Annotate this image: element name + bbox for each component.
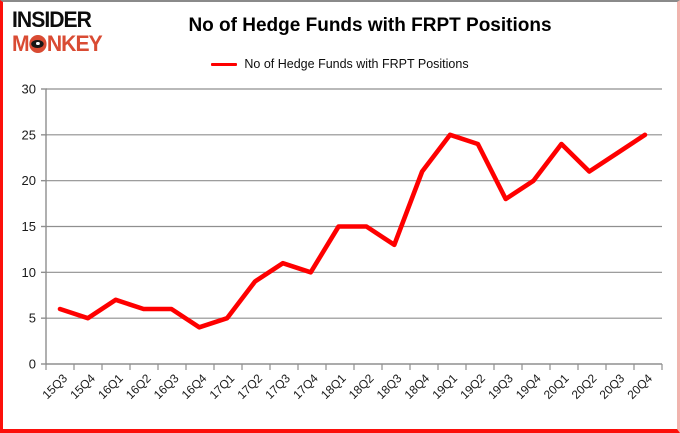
x-axis-label: 15Q3 xyxy=(39,371,70,402)
x-axis-label: 19Q4 xyxy=(513,371,544,402)
y-axis-label: 25 xyxy=(22,127,36,142)
logo-monkey-nkey: NKEY xyxy=(46,31,103,56)
x-axis-label: 19Q1 xyxy=(429,371,460,402)
series-line xyxy=(57,132,648,330)
x-axis-label: 20Q2 xyxy=(569,371,600,402)
logo-monkey-m: M xyxy=(12,31,30,56)
x-axis-label: 18Q2 xyxy=(346,371,377,402)
x-axis-label: 20Q4 xyxy=(624,371,655,402)
x-axis-label: 18Q4 xyxy=(402,371,433,402)
x-axis-label: 16Q4 xyxy=(179,371,210,402)
y-axis-label: 15 xyxy=(22,219,36,234)
x-axis-label: 20Q1 xyxy=(541,371,572,402)
logo-text-monkey: M NKEY xyxy=(12,31,103,56)
x-axis-label: 17Q4 xyxy=(290,371,321,402)
x-axis-label: 15Q4 xyxy=(67,371,98,402)
logo-text-insider: INSIDER xyxy=(12,7,92,32)
x-axis-label: 16Q3 xyxy=(151,371,182,402)
x-axis-label: 19Q3 xyxy=(485,371,516,402)
monkey-face-icon xyxy=(29,35,47,53)
chart-title: No of Hedge Funds with FRPT Positions xyxy=(188,15,552,36)
x-axis-label: 19Q2 xyxy=(457,371,488,402)
y-axis-label: 5 xyxy=(29,311,36,326)
x-axis-label: 16Q2 xyxy=(123,371,154,402)
x-axis-label: 17Q3 xyxy=(262,371,293,402)
legend-label: No of Hedge Funds with FRPT Positions xyxy=(244,57,469,71)
x-axis-label: 20Q3 xyxy=(597,371,628,402)
x-axis-label: 17Q1 xyxy=(207,371,238,402)
y-axis-label: 0 xyxy=(29,357,36,372)
x-axis-label: 18Q1 xyxy=(318,371,349,402)
x-axis-label: 17Q2 xyxy=(234,371,265,402)
insider-monkey-logo: INSIDER M NKEY xyxy=(12,9,105,55)
y-axis-label: 30 xyxy=(22,82,36,97)
legend-line-swatch xyxy=(211,62,238,66)
y-axis-label: 20 xyxy=(22,173,36,188)
x-axis-label: 16Q1 xyxy=(95,371,126,402)
y-axis-label: 10 xyxy=(22,265,36,280)
legend: No of Hedge Funds with FRPT Positions xyxy=(0,57,680,71)
x-axis-label: 18Q3 xyxy=(374,371,405,402)
